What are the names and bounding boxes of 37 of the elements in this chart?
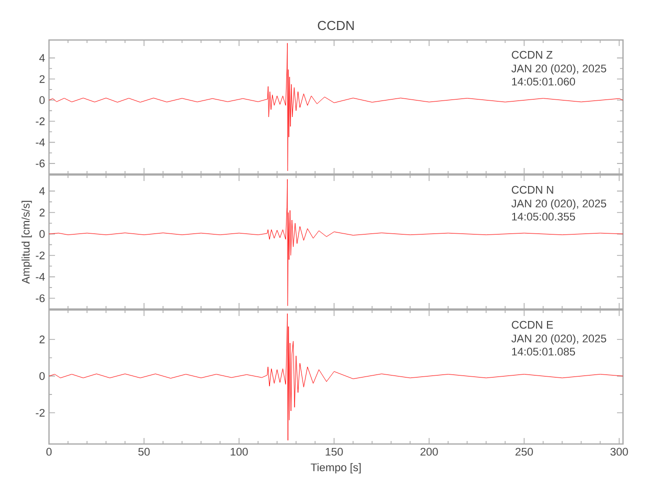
- annotation: CCDN N: [512, 186, 554, 194]
- y-tick-label: 0: [39, 230, 45, 238]
- y-tick-label: 0: [39, 96, 45, 104]
- annotation: JAN 20 (020), 2025: [511, 199, 606, 210]
- y-tick-label: 2: [40, 75, 45, 83]
- chart-title: CCDN: [318, 20, 354, 30]
- annotation: 14:05:00.355: [512, 212, 576, 221]
- annotation: JAN 20 (020), 2025: [511, 334, 606, 345]
- annotation: CCDN Z: [512, 50, 552, 59]
- y-tick-label: -2: [36, 408, 45, 417]
- y-tick-label: 2: [40, 336, 45, 344]
- y-tick-label: 4: [39, 187, 45, 195]
- y-tick-label: -4: [36, 138, 45, 146]
- annotation: CCDN E: [512, 320, 553, 329]
- y-tick-label: -4: [36, 273, 45, 281]
- y-tick-label: -2: [36, 117, 45, 126]
- y-tick-label: -2: [36, 252, 45, 260]
- x-tick-label: 50: [138, 448, 150, 456]
- x-tick-label: 0: [46, 448, 52, 456]
- x-tick-label: 100: [230, 448, 248, 456]
- x-tick-label: 300: [610, 448, 628, 456]
- annotation: 14:05:01.085: [512, 348, 576, 356]
- x-tick-label: 150: [326, 448, 343, 456]
- line-series: [49, 42, 624, 172]
- y-axis-title: Amplitud [cm/s/s]: [22, 200, 32, 284]
- y-tick-label: -6: [36, 294, 45, 302]
- annotation: 14:05:01.060: [512, 78, 576, 86]
- y-tick-label: 2: [40, 208, 45, 216]
- y-tick-label: 0: [39, 372, 45, 380]
- annotation: JAN 20 (020), 2025: [511, 64, 606, 75]
- line-series: [49, 313, 624, 441]
- y-tick-label: -6: [36, 160, 45, 168]
- x-tick-label: 200: [420, 448, 438, 456]
- x-tick-label: 250: [516, 448, 533, 456]
- y-tick-label: 4: [39, 54, 45, 62]
- x-axis-title: Tiempo [s]: [310, 463, 361, 474]
- line-series: [49, 179, 623, 306]
